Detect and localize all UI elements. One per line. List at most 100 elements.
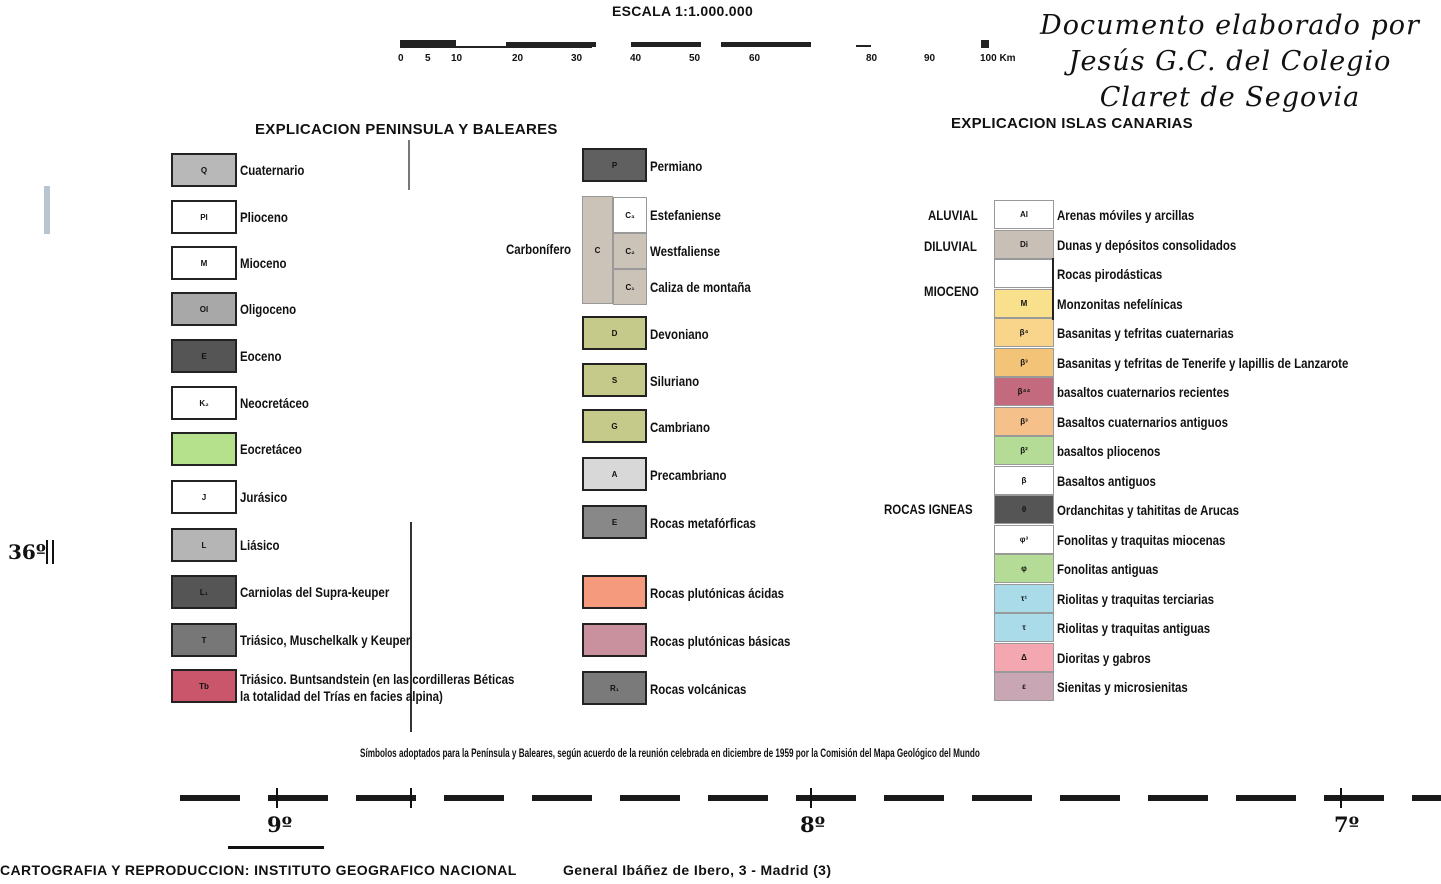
carbonifero-sub-swatch: C₁ — [613, 269, 647, 305]
latitude-label: 36º — [8, 540, 46, 564]
legend-symbol: β³ — [1020, 417, 1028, 426]
border-dash — [1324, 795, 1384, 801]
legend-symbol: S — [611, 375, 618, 385]
border-dash — [444, 795, 504, 801]
legend-swatch: Tb — [171, 669, 237, 703]
legend-swatch: τ — [994, 613, 1054, 642]
symbols-note: Símbolos adoptados para la Península y B… — [360, 746, 980, 760]
longitude-7: 7º — [1334, 812, 1360, 837]
legend-label: Siluriano — [650, 373, 700, 389]
legend-swatch: K₂ — [171, 386, 237, 420]
legend-label: Rocas volcánicas — [650, 681, 747, 697]
legend-symbol: G — [611, 421, 618, 431]
longitude-tick — [1340, 788, 1342, 808]
longitude-tick — [410, 788, 412, 808]
legend-label: Precambriano — [650, 467, 727, 483]
legend-label: Mioceno — [240, 255, 287, 271]
legend-swatch: β — [994, 466, 1054, 495]
border-dash — [180, 795, 240, 801]
legend-label: Dunas y depósitos consolidados — [1057, 237, 1237, 253]
legend-label: Rocas pirodásticas — [1057, 266, 1163, 282]
group-mioceno: MIOCENO — [924, 283, 979, 299]
legend-symbol: K₂ — [199, 398, 209, 408]
scale-tick-label: 50 — [689, 53, 701, 64]
legend-label: Jurásico — [240, 489, 288, 505]
legend-label: Westfaliense — [650, 243, 720, 259]
scale-tick-label: 30 — [571, 53, 583, 64]
legend-label: Basanitas y tefritas cuaternarias — [1057, 325, 1234, 341]
legend-symbol: Tb — [199, 681, 209, 691]
legend-symbol: C₂ — [625, 246, 635, 256]
legend-symbol: β — [1021, 476, 1027, 485]
longitude-9: 9º — [267, 812, 293, 837]
legend-label: Dioritas y gabros — [1057, 650, 1151, 666]
peninsula-title: EXPLICACION PENINSULA Y BALEARES — [255, 121, 558, 138]
legend-symbol: φ³ — [1019, 535, 1029, 544]
legend-symbol: E — [201, 351, 207, 361]
legend-label: Neocretáceo — [240, 395, 309, 411]
legend-label: Sienitas y microsienitas — [1057, 679, 1188, 695]
footer-credit: CARTOGRAFIA Y REPRODUCCION: INSTITUTO GE… — [0, 862, 517, 878]
legend-symbol: Ol — [199, 304, 209, 314]
border-dash — [796, 795, 856, 801]
legend-label: la totalidad del Trías en facies alpina) — [240, 688, 443, 704]
legend-label: Oligoceno — [240, 301, 297, 317]
carbonifero-sub-swatch: C₂ — [613, 233, 647, 269]
legend-symbol: J — [201, 492, 207, 502]
group-diluvial: DILUVIAL — [924, 238, 977, 254]
legend-label: Ordanchitas y tahititas de Arucas — [1057, 502, 1240, 518]
legend-symbol: τ¹ — [1020, 594, 1028, 603]
border-dash — [620, 795, 680, 801]
group-bracket — [1052, 258, 1054, 320]
legend-swatch — [582, 623, 647, 657]
longitude-underline — [228, 846, 324, 849]
legend-symbol: Pl — [200, 212, 208, 222]
legend-swatch: A — [582, 457, 647, 491]
legend-label: Basaltos antiguos — [1057, 473, 1156, 489]
legend-swatch: E — [171, 339, 237, 373]
border-dash — [356, 795, 416, 801]
border-dash — [268, 795, 328, 801]
longitude-tick — [810, 788, 812, 808]
legend-symbol: T — [201, 635, 207, 645]
border-dash — [884, 795, 944, 801]
border-dash — [708, 795, 768, 801]
edge-mark — [44, 186, 50, 234]
legend-swatch: Pl — [171, 200, 237, 234]
legend-swatch: M — [994, 289, 1054, 318]
legend-label: Triásico. Buntsandstein (en las cordille… — [240, 671, 515, 687]
legend-symbol: β³ — [1020, 358, 1028, 367]
carbonifero-sub-swatch: C₃ — [613, 197, 647, 233]
scale-tick-label: 10 — [451, 53, 463, 64]
legend-swatch: β³ — [994, 407, 1054, 436]
legend-symbol: θ — [1021, 505, 1027, 514]
legend-label: Rocas plutónicas básicas — [650, 633, 791, 649]
scale-tick-label: 90 — [924, 53, 936, 64]
legend-swatch: Q — [171, 153, 237, 187]
legend-swatch: L₁ — [171, 575, 237, 609]
legend-swatch: ε — [994, 672, 1054, 701]
legend-swatch: φ — [994, 554, 1054, 583]
legend-symbol: φ — [1021, 564, 1027, 573]
legend-swatch: E — [582, 505, 647, 539]
legend-symbol: L₁ — [199, 587, 209, 597]
credit-line-3: Claret de Segovia — [1099, 82, 1361, 113]
legend-label: Fonolitas y traquitas miocenas — [1057, 532, 1226, 548]
legend-label: basaltos pliocenos — [1057, 443, 1161, 459]
scale-tick-label: 5 — [425, 53, 431, 64]
scale-tick-label: 0 — [398, 53, 404, 64]
legend-label: Permiano — [650, 158, 703, 174]
legend-symbol: P — [611, 160, 618, 170]
legend-label: Rocas metafórficas — [650, 515, 756, 531]
legend-swatch: φ³ — [994, 525, 1054, 554]
legend-swatch: β² — [994, 436, 1054, 465]
border-dash — [1148, 795, 1208, 801]
legend-label: Cuaternario — [240, 162, 305, 178]
border-dash — [1060, 795, 1120, 801]
latitude-tick — [46, 540, 54, 564]
legend-swatch: Δ — [994, 643, 1054, 672]
legend-swatch: Al — [994, 200, 1054, 229]
legend-symbol: C₁ — [625, 282, 635, 292]
scale-bar — [400, 40, 989, 48]
legend-symbol: Di — [1020, 240, 1028, 249]
